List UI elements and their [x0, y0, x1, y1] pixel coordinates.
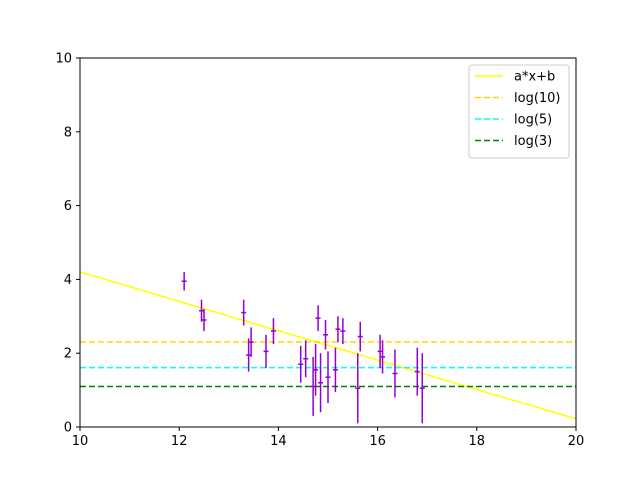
data-point-13: [318, 353, 324, 413]
data-point-20: [357, 321, 363, 352]
data-point-5: [248, 327, 254, 357]
data-point-21: [377, 334, 383, 368]
data-point-17: [335, 316, 341, 343]
data-point-15: [325, 351, 331, 404]
y-tick-label: 8: [64, 125, 72, 140]
plot-area-frame: [79, 57, 577, 428]
data-point-11: [313, 343, 319, 396]
data-point-14: [323, 319, 328, 350]
legend-label: log(10): [514, 91, 561, 106]
x-tick-label: 12: [171, 434, 188, 449]
data-point-1: [199, 299, 204, 322]
data-point-23: [392, 349, 398, 398]
y-tick-label: 0: [64, 421, 72, 436]
y-axis-ticks: 0 2 4 6 8 10: [55, 52, 80, 436]
x-tick-label: 16: [369, 434, 386, 449]
data-point-0: [181, 272, 187, 291]
x-tick-label: 18: [469, 434, 486, 449]
data-point-12: [315, 305, 321, 332]
data-point-4: [246, 338, 252, 372]
x-tick-label: 14: [270, 434, 287, 449]
data-point-7: [270, 318, 276, 344]
legend-label: log(5): [514, 113, 552, 128]
data-points: [181, 272, 425, 424]
data-point-24: [414, 347, 420, 396]
series-line-fit: [79, 271, 577, 420]
data-point-3: [241, 299, 247, 326]
data-point-8: [298, 345, 304, 383]
legend: a*x+b log(10) log(5) log(3): [468, 64, 570, 159]
data-point-16: [332, 347, 338, 392]
y-tick-label: 4: [64, 273, 72, 288]
data-point-10: [310, 356, 316, 416]
legend-label: a*x+b: [514, 70, 555, 85]
x-tick-label: 10: [72, 434, 89, 449]
y-tick-label: 10: [55, 52, 72, 67]
y-tick-label: 6: [64, 199, 72, 214]
data-point-2: [201, 308, 207, 332]
legend-box: [468, 64, 570, 159]
x-tick-label: 20: [568, 434, 585, 449]
data-point-19: [355, 353, 361, 424]
x-axis-ticks: 10 12 14 16 18 20: [72, 427, 585, 449]
data-point-22: [380, 340, 386, 374]
data-point-18: [340, 318, 346, 344]
data-point-6: [263, 334, 269, 368]
y-tick-label: 2: [64, 347, 72, 362]
legend-label: log(3): [514, 134, 552, 149]
data-point-25: [419, 353, 425, 424]
data-point-9: [303, 340, 309, 378]
